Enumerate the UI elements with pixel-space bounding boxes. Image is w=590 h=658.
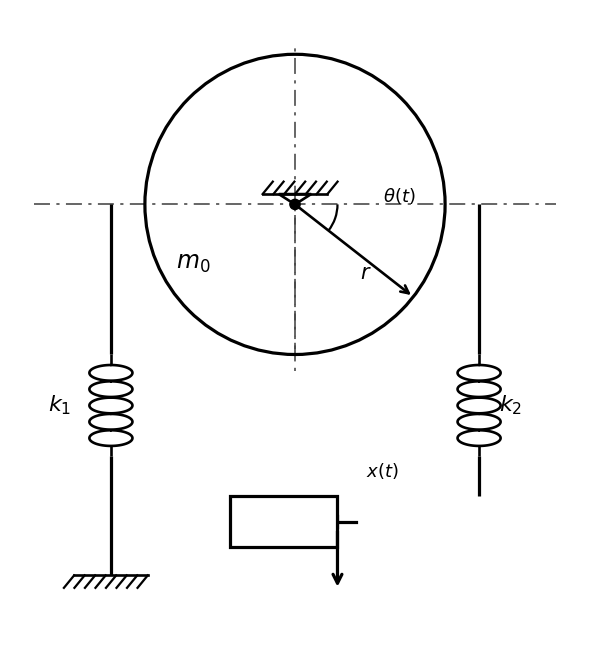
Text: $\theta(t)$: $\theta(t)$	[383, 186, 415, 206]
Text: $m$: $m$	[273, 511, 295, 532]
Text: $k_1$: $k_1$	[48, 393, 71, 417]
Text: $k_2$: $k_2$	[499, 393, 522, 417]
Text: $r$: $r$	[360, 265, 372, 284]
Circle shape	[290, 199, 300, 209]
Text: $m_0$: $m_0$	[176, 253, 210, 275]
Text: $x(t)$: $x(t)$	[366, 461, 398, 480]
Bar	[230, 496, 337, 547]
